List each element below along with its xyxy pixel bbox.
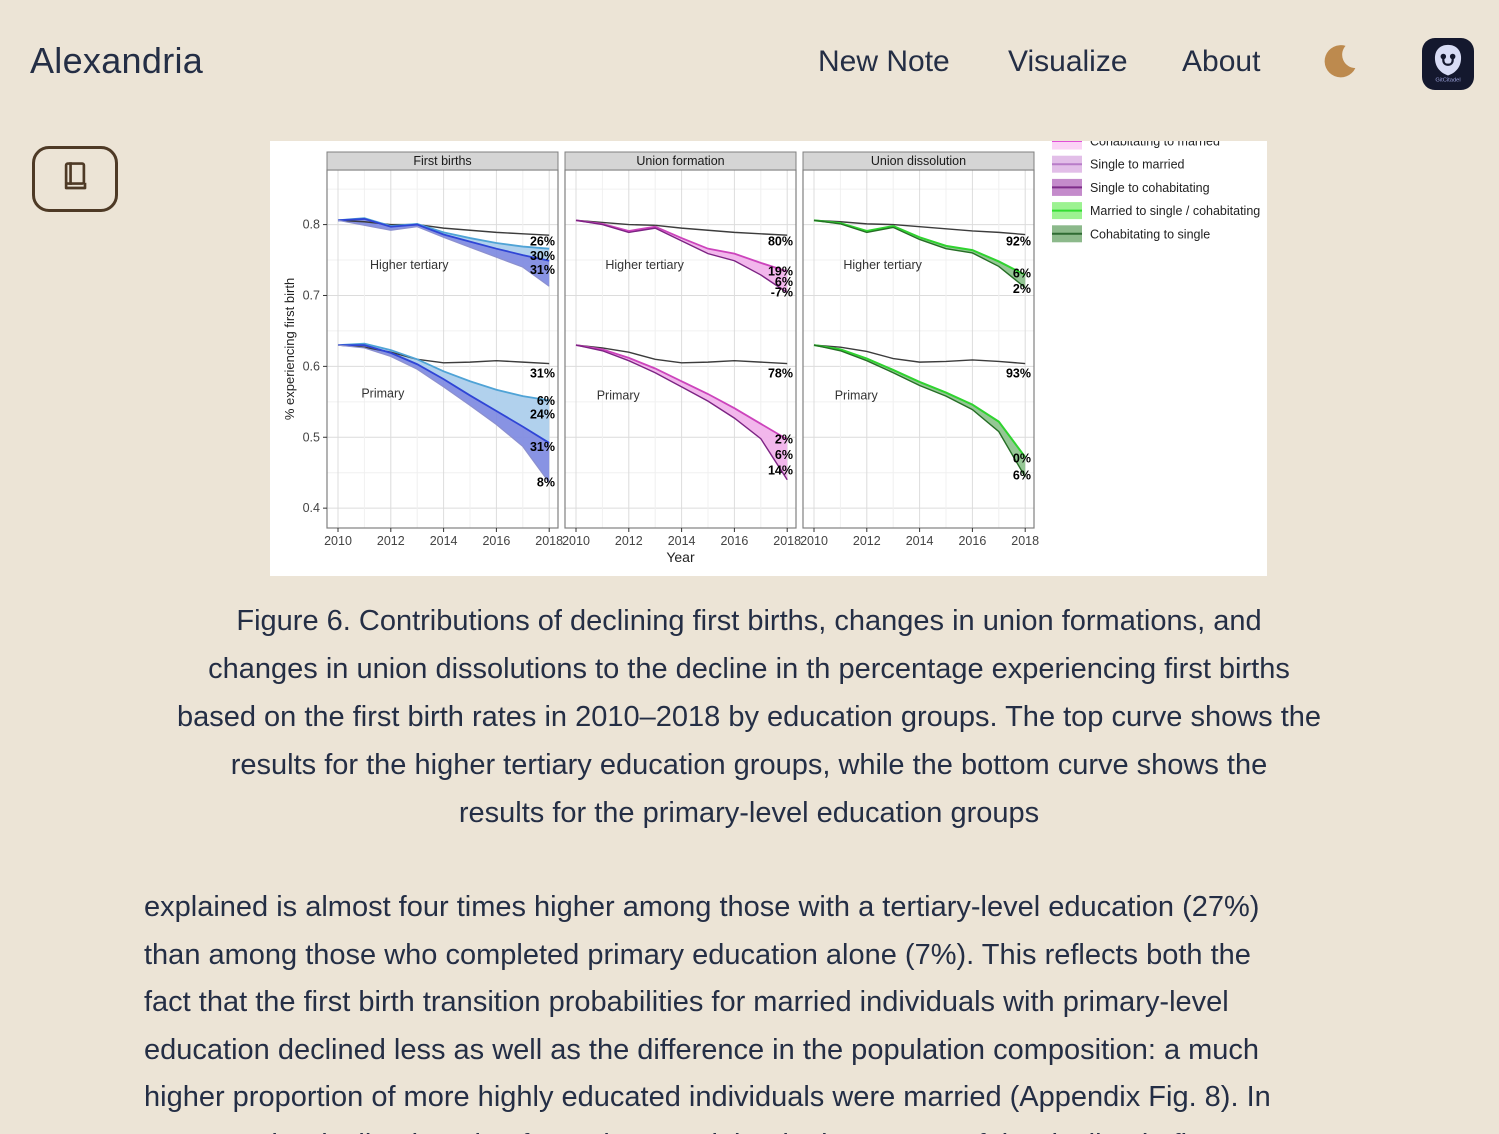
svg-text:31%: 31% xyxy=(530,440,555,454)
svg-text:78%: 78% xyxy=(768,366,793,380)
svg-text:31%: 31% xyxy=(530,263,555,277)
svg-text:6%: 6% xyxy=(537,394,555,408)
svg-text:19%: 19% xyxy=(768,264,793,278)
svg-text:Union formation: Union formation xyxy=(636,154,724,168)
moon-icon xyxy=(1320,45,1360,85)
svg-text:Primary: Primary xyxy=(597,389,641,403)
svg-text:6%: 6% xyxy=(1013,267,1031,281)
svg-text:First births: First births xyxy=(413,154,471,168)
svg-text:Higher tertiary: Higher tertiary xyxy=(843,258,922,272)
svg-text:2016: 2016 xyxy=(958,534,986,548)
svg-text:0%: 0% xyxy=(1013,452,1031,466)
theme-toggle-button[interactable] xyxy=(1320,42,1360,82)
svg-text:2016: 2016 xyxy=(482,534,510,548)
book-icon xyxy=(55,160,95,199)
svg-text:2018: 2018 xyxy=(535,534,563,548)
app-brand[interactable]: Alexandria xyxy=(30,40,204,81)
svg-text:2012: 2012 xyxy=(853,534,881,548)
svg-text:24%: 24% xyxy=(530,408,555,422)
svg-text:2%: 2% xyxy=(1013,282,1031,296)
gitcitadel-logo-icon: GitCitadel xyxy=(1426,40,1470,89)
svg-text:6%: 6% xyxy=(775,448,793,462)
svg-text:Higher tertiary: Higher tertiary xyxy=(605,258,684,272)
chart: Higher tertiary26%30%31%Primary31%6%24%3… xyxy=(282,141,1260,565)
svg-text:31%: 31% xyxy=(530,366,555,380)
figure-image: Higher tertiary 26% 30% 31% Primary 31% 6% 24% 3… xyxy=(270,141,1267,576)
svg-text:6%: 6% xyxy=(775,275,793,289)
svg-text:6%: 6% xyxy=(1013,469,1031,483)
svg-text:14%: 14% xyxy=(768,464,793,478)
svg-text:2010: 2010 xyxy=(800,534,828,548)
svg-text:0.6: 0.6 xyxy=(303,359,320,373)
svg-text:2010: 2010 xyxy=(324,534,352,548)
svg-text:2012: 2012 xyxy=(615,534,643,548)
svg-text:2%: 2% xyxy=(775,432,793,446)
svg-text:Cohabitating to single: Cohabitating to single xyxy=(1090,227,1210,241)
svg-text:Single to cohabitating: Single to cohabitating xyxy=(1090,181,1210,195)
svg-text:30%: 30% xyxy=(530,249,555,263)
svg-text:92%: 92% xyxy=(1006,235,1031,249)
article-paragraph: explained is almost four times higher am… xyxy=(144,891,1271,1134)
svg-text:2016: 2016 xyxy=(720,534,748,548)
svg-text:93%: 93% xyxy=(1006,366,1031,380)
reader-button[interactable] xyxy=(32,146,118,212)
svg-text:Cohabitating to married: Cohabitating to married xyxy=(1090,141,1220,149)
svg-text:-7%: -7% xyxy=(771,286,793,300)
nav-visualize[interactable]: Visualize xyxy=(1008,45,1128,78)
svg-text:2018: 2018 xyxy=(773,534,801,548)
svg-text:2014: 2014 xyxy=(430,534,458,548)
nav-about[interactable]: About xyxy=(1182,45,1261,78)
gitcitadel-label: GitCitadel xyxy=(1435,77,1460,83)
figure-caption: Figure 6. Contributions of declining fir… xyxy=(176,605,1322,829)
svg-text:26%: 26% xyxy=(530,235,555,249)
svg-text:Single to married: Single to married xyxy=(1090,158,1185,172)
svg-text:Married to single / cohabitati: Married to single / cohabitating xyxy=(1090,204,1260,218)
svg-text:8%: 8% xyxy=(537,476,555,490)
svg-text:Year: Year xyxy=(666,549,695,565)
svg-text:Primary: Primary xyxy=(835,389,879,403)
svg-text:0.4: 0.4 xyxy=(303,501,320,515)
svg-text:Primary: Primary xyxy=(361,387,405,401)
svg-text:Union dissolution: Union dissolution xyxy=(871,154,966,168)
svg-text:0.7: 0.7 xyxy=(303,288,320,302)
svg-text:80%: 80% xyxy=(768,235,793,249)
svg-text:0.8: 0.8 xyxy=(303,218,320,232)
svg-text:2018: 2018 xyxy=(1011,534,1039,548)
nav-new-note[interactable]: New Note xyxy=(818,45,950,78)
svg-text:% experiencing first birth: % experiencing first birth xyxy=(282,278,297,420)
svg-text:Higher tertiary: Higher tertiary xyxy=(370,258,449,272)
gitcitadel-badge[interactable]: GitCitadel xyxy=(1422,38,1474,90)
svg-text:0.5: 0.5 xyxy=(303,430,320,444)
svg-text:2014: 2014 xyxy=(668,534,696,548)
svg-text:2014: 2014 xyxy=(906,534,934,548)
svg-text:2010: 2010 xyxy=(562,534,590,548)
svg-text:2012: 2012 xyxy=(377,534,405,548)
